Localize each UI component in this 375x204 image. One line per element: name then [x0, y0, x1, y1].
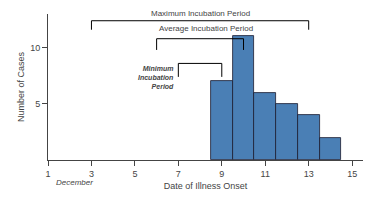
svg-text:1: 1 [45, 169, 50, 179]
svg-text:5: 5 [35, 99, 40, 109]
svg-text:7: 7 [176, 169, 181, 179]
svg-text:9: 9 [219, 169, 224, 179]
svg-text:11: 11 [261, 169, 270, 179]
svg-text:3: 3 [89, 169, 94, 179]
svg-text:15: 15 [347, 169, 357, 179]
svg-text:5: 5 [132, 169, 137, 179]
svg-text:Date of Illness Onset: Date of Illness Onset [164, 181, 248, 191]
svg-text:Average Incubation Period: Average Incubation Period [159, 24, 253, 33]
svg-text:MinimumIncubationPeriod: MinimumIncubationPeriod [138, 65, 174, 90]
svg-text:December: December [56, 178, 93, 187]
svg-text:Number of Cases: Number of Cases [16, 51, 26, 122]
svg-text:13: 13 [304, 169, 314, 179]
svg-text:Maximum Incubation Period: Maximum Incubation Period [151, 9, 250, 18]
svg-text:10: 10 [30, 43, 40, 53]
